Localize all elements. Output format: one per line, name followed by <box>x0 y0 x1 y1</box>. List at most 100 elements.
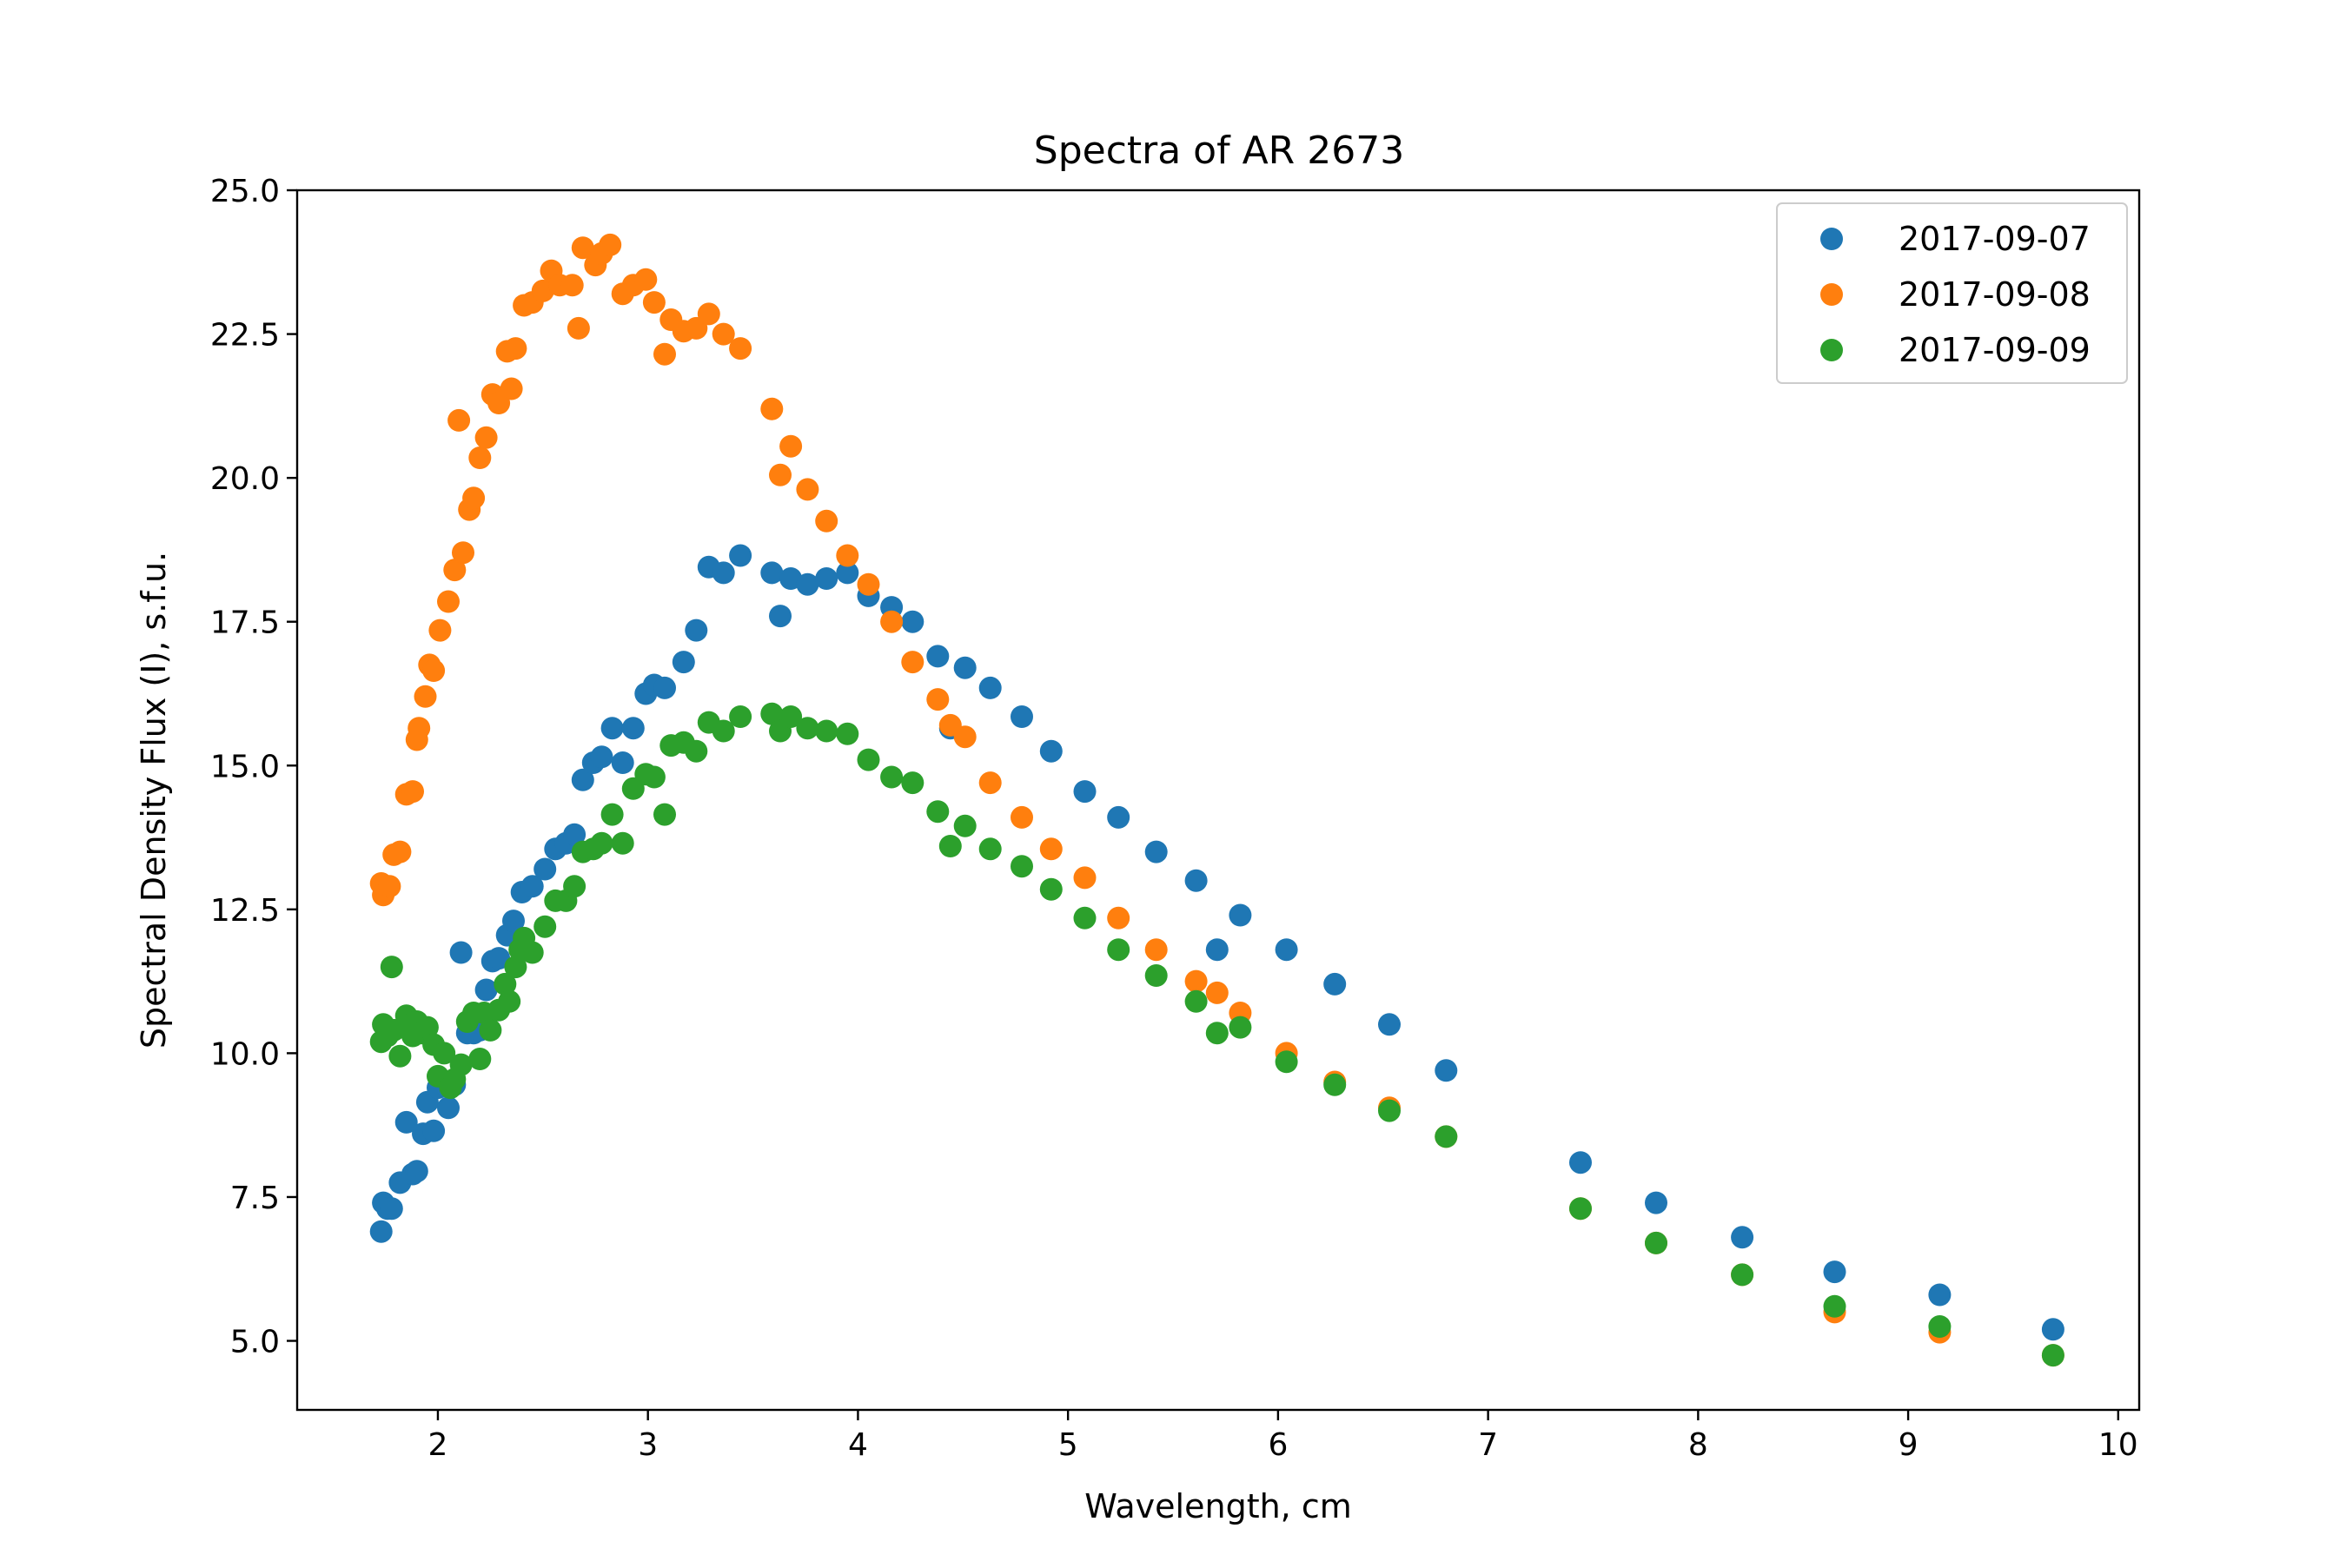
x-tick-label: 5 <box>1058 1427 1078 1463</box>
data-point-2017-09-07 <box>836 561 859 585</box>
data-point-2017-09-09 <box>433 1042 456 1065</box>
y-tick-label: 10.0 <box>210 1036 280 1072</box>
data-point-2017-09-07 <box>769 605 792 628</box>
data-point-2017-09-07 <box>653 676 676 699</box>
data-point-2017-09-07 <box>590 745 613 769</box>
data-point-2017-09-07 <box>611 751 634 774</box>
data-point-2017-09-09 <box>729 705 752 728</box>
data-point-2017-09-07 <box>449 941 473 964</box>
data-point-2017-09-09 <box>520 941 544 964</box>
data-point-2017-09-09 <box>468 1048 492 1070</box>
data-point-2017-09-07 <box>1205 938 1229 962</box>
data-point-2017-09-07 <box>1107 805 1130 829</box>
data-point-2017-09-08 <box>836 544 859 567</box>
data-point-2017-09-08 <box>901 651 924 674</box>
data-point-2017-09-09 <box>479 1018 502 1042</box>
legend-label: 2017-09-09 <box>1899 331 2091 369</box>
data-point-2017-09-09 <box>712 719 735 743</box>
x-tick-label: 9 <box>1899 1427 1919 1463</box>
data-point-2017-09-08 <box>779 434 803 458</box>
x-tick-label: 7 <box>1478 1427 1498 1463</box>
legend-marker <box>1820 339 1843 361</box>
data-point-2017-09-08 <box>378 875 401 898</box>
data-point-2017-09-07 <box>437 1096 460 1120</box>
data-point-2017-09-09 <box>880 765 904 789</box>
data-point-2017-09-09 <box>1073 906 1097 930</box>
x-tick-label: 4 <box>848 1427 868 1463</box>
data-point-2017-09-07 <box>1323 972 1347 996</box>
data-point-2017-09-07 <box>1731 1226 1754 1249</box>
data-point-2017-09-09 <box>449 1053 473 1076</box>
y-tick-label: 12.5 <box>210 893 280 929</box>
data-point-2017-09-07 <box>796 572 819 596</box>
data-point-2017-09-07 <box>1645 1191 1667 1214</box>
y-tick-label: 17.5 <box>210 605 280 641</box>
data-point-2017-09-07 <box>394 1110 418 1134</box>
data-point-2017-09-09 <box>857 748 880 771</box>
data-point-2017-09-09 <box>2041 1344 2064 1367</box>
x-tick-label: 8 <box>1688 1427 1708 1463</box>
data-point-2017-09-07 <box>901 610 924 633</box>
data-point-2017-09-09 <box>685 739 708 763</box>
data-point-2017-09-08 <box>447 408 471 432</box>
data-point-2017-09-09 <box>533 915 557 938</box>
data-point-2017-09-09 <box>1184 989 1208 1013</box>
data-point-2017-09-07 <box>1435 1059 1458 1082</box>
data-point-2017-09-09 <box>760 702 784 725</box>
data-point-2017-09-09 <box>498 989 521 1013</box>
data-point-2017-09-09 <box>1039 877 1063 901</box>
legend-frame <box>1776 202 2128 384</box>
data-point-2017-09-08 <box>560 274 584 297</box>
data-point-2017-09-09 <box>815 719 838 743</box>
data-point-2017-09-08 <box>1205 981 1229 1004</box>
data-point-2017-09-08 <box>443 559 467 582</box>
data-point-2017-09-09 <box>836 722 859 745</box>
data-point-2017-09-07 <box>380 1197 403 1221</box>
data-point-2017-09-07 <box>1073 780 1097 804</box>
data-point-2017-09-08 <box>634 268 658 291</box>
data-point-2017-09-08 <box>571 236 594 260</box>
data-point-2017-09-07 <box>520 875 544 898</box>
data-point-2017-09-07 <box>1823 1260 1846 1284</box>
x-tick-label: 10 <box>2098 1427 2138 1463</box>
data-point-2017-09-07 <box>1184 869 1208 892</box>
data-point-2017-09-09 <box>953 814 977 837</box>
data-point-2017-09-08 <box>1011 805 1033 829</box>
data-point-2017-09-07 <box>422 1119 446 1142</box>
data-point-2017-09-07 <box>621 717 645 740</box>
data-point-2017-09-08 <box>815 509 838 533</box>
data-point-2017-09-07 <box>2041 1318 2064 1341</box>
data-point-2017-09-07 <box>672 651 695 674</box>
data-point-2017-09-07 <box>474 978 498 1002</box>
data-point-2017-09-09 <box>1323 1073 1347 1096</box>
data-point-2017-09-09 <box>1205 1022 1229 1045</box>
data-point-2017-09-07 <box>978 676 1002 699</box>
legend-label: 2017-09-08 <box>1899 275 2091 314</box>
data-point-2017-09-07 <box>405 1160 428 1183</box>
data-point-2017-09-08 <box>428 619 452 642</box>
data-point-2017-09-08 <box>422 659 446 682</box>
x-tick-label: 3 <box>638 1427 658 1463</box>
data-point-2017-09-09 <box>590 831 613 855</box>
data-point-2017-09-08 <box>769 463 792 486</box>
data-point-2017-09-08 <box>729 337 752 361</box>
y-tick-label: 22.5 <box>210 318 280 354</box>
y-tick-label: 20.0 <box>210 461 280 497</box>
data-point-2017-09-09 <box>901 771 924 795</box>
data-point-2017-09-09 <box>388 1044 412 1068</box>
plot-marks <box>369 233 2064 1367</box>
data-point-2017-09-09 <box>1823 1294 1846 1318</box>
data-point-2017-09-09 <box>653 803 676 826</box>
data-point-2017-09-09 <box>611 831 634 855</box>
data-point-2017-09-08 <box>1039 837 1063 861</box>
plot-area-frame <box>295 189 2141 1412</box>
data-point-2017-09-08 <box>500 377 523 400</box>
data-point-2017-09-09 <box>600 803 624 826</box>
data-point-2017-09-08 <box>857 572 880 596</box>
data-point-2017-09-07 <box>729 544 752 567</box>
x-axis: 2 3 4 5 6 7 8 9 10 <box>428 1410 2138 1463</box>
data-point-2017-09-09 <box>1731 1263 1754 1287</box>
y-tick-label: 7.5 <box>230 1181 280 1216</box>
